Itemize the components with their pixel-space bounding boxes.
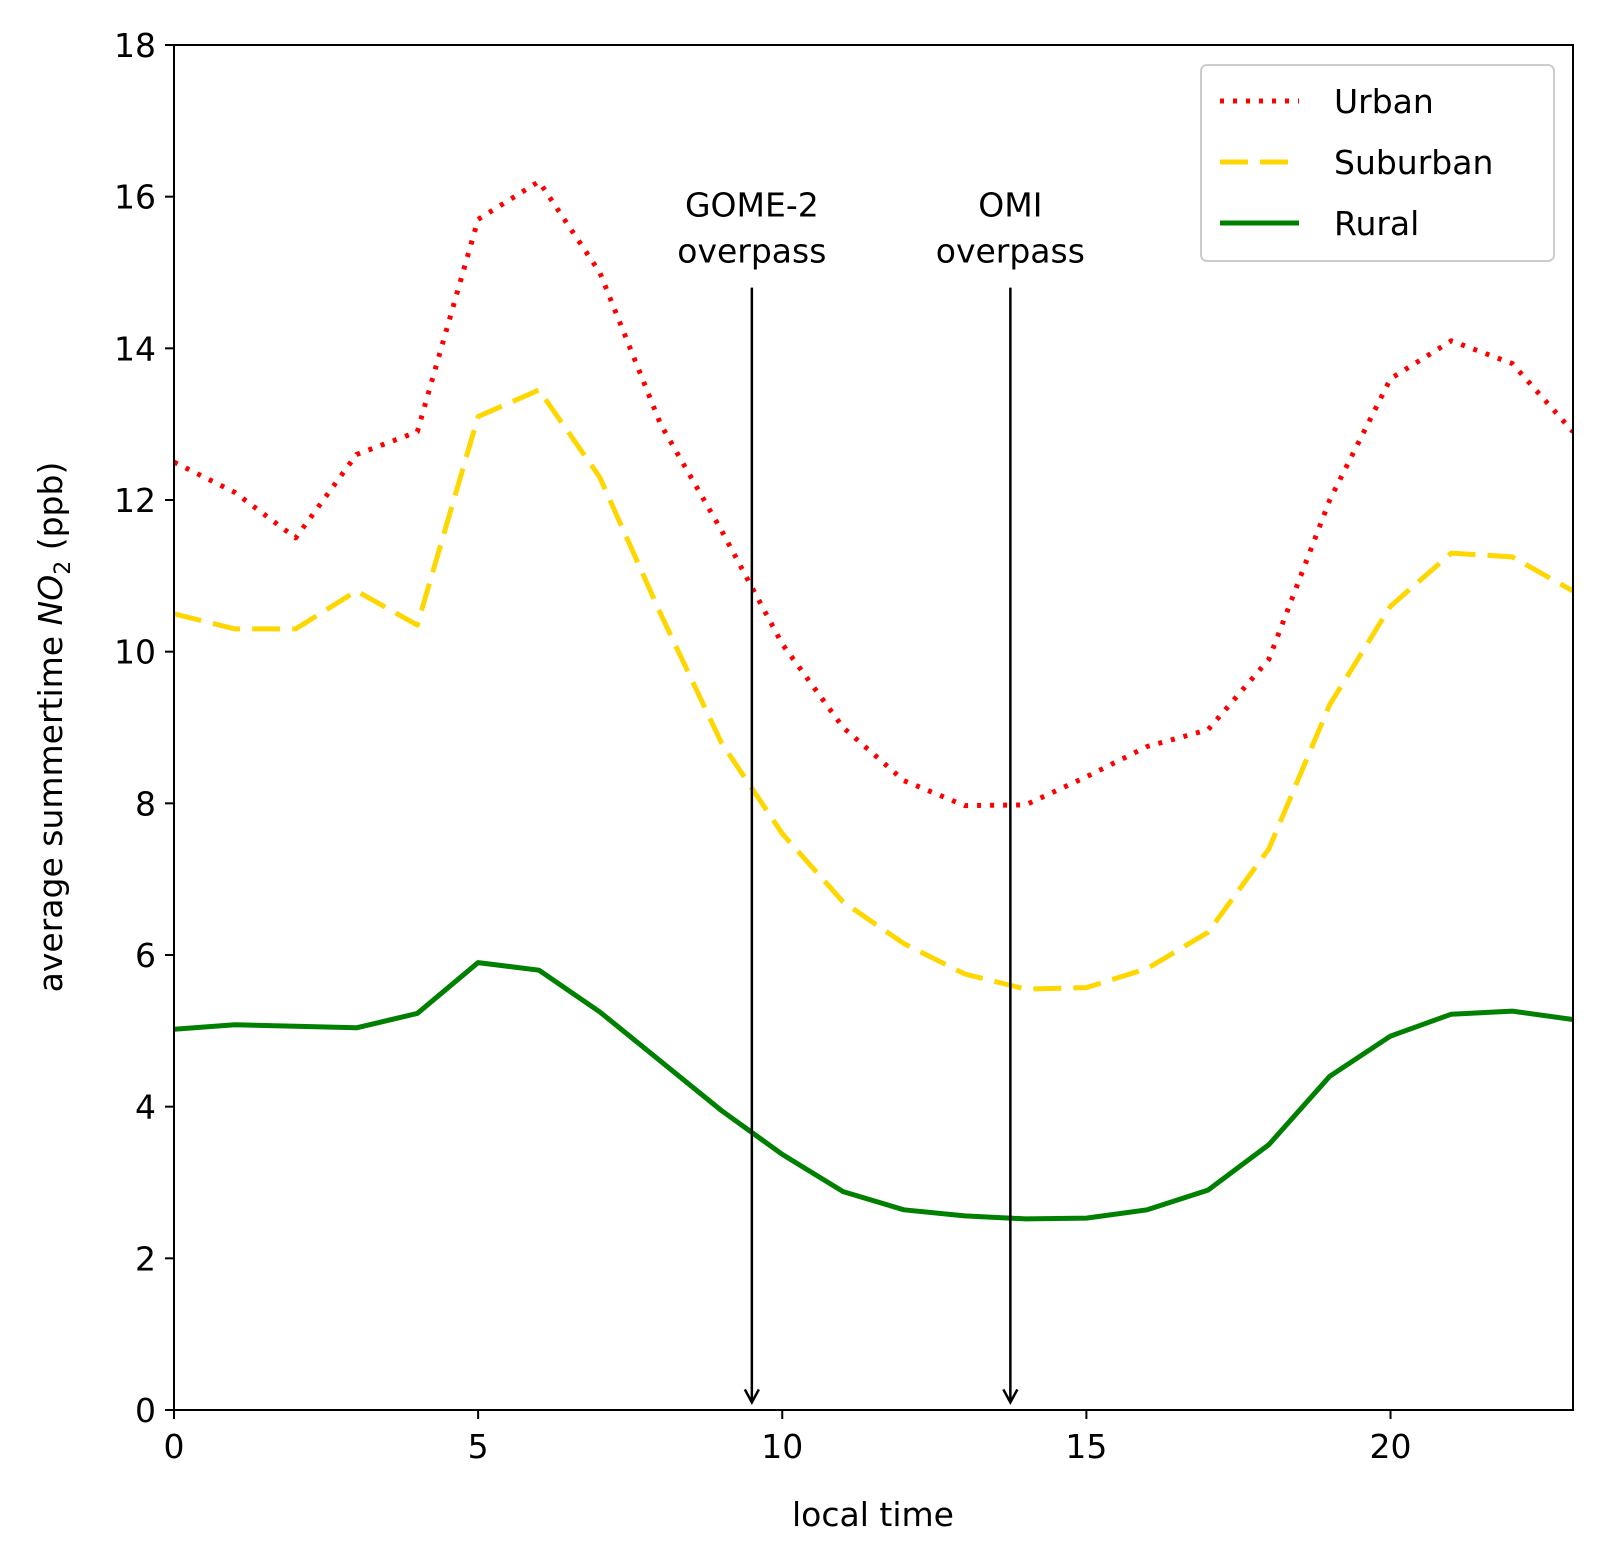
y-axis-label-prefix: average summertime (31, 625, 70, 992)
y-tick-label: 8 (135, 784, 156, 823)
y-axis-label-suffix: (ppb) (31, 462, 70, 561)
x-tick-label: 0 (164, 1427, 185, 1466)
legend-label-urban: Urban (1334, 82, 1434, 121)
y-tick-label: 10 (114, 633, 156, 672)
x-axis-label: local time (792, 1495, 954, 1534)
y-axis-label-subscript: 2 (51, 561, 76, 575)
y-tick-label: 0 (135, 1391, 156, 1430)
y-axis-label: average summertime NO2 (ppb) (31, 462, 76, 993)
y-tick-label: 4 (135, 1088, 156, 1127)
series-line-suburban (174, 387, 1573, 992)
y-axis-label-species: NO (31, 575, 70, 626)
x-axis: 0 5 10 15 20 (164, 1410, 1412, 1466)
legend-label-rural: Rural (1334, 204, 1419, 243)
y-tick-label: 16 (114, 178, 156, 217)
y-tick-label: 14 (114, 329, 156, 368)
x-tick-label: 15 (1065, 1427, 1107, 1466)
annotation-label-gome-2: GOME-2 (685, 186, 819, 225)
plot-area-frame (173, 44, 1574, 1411)
overpass-arrowhead-omi (1002, 1388, 1019, 1406)
x-tick-label: 20 (1370, 1427, 1412, 1466)
annotation-layer: GOME-2 overpass OMI overpass (677, 186, 1085, 1406)
legend-frame (1200, 64, 1555, 262)
legend-entries: Urban Suburban Rural (1220, 82, 1493, 243)
x-tick-label: 10 (761, 1427, 803, 1466)
overpass-arrowhead-gome-2 (743, 1388, 760, 1406)
annotation-sublabel-omi: overpass (936, 232, 1085, 271)
legend-label-suburban: Suburban (1334, 143, 1493, 182)
legend: Urban Suburban Rural (1200, 64, 1555, 262)
annotation-label-omi: OMI (978, 186, 1042, 225)
series-line-rural (174, 960, 1573, 1222)
series-line-urban (174, 179, 1573, 809)
y-tick-label: 2 (135, 1239, 156, 1278)
y-axis: 0 2 4 6 8 10 12 14 16 18 (114, 26, 174, 1430)
annotation-sublabel-gome-2: overpass (677, 232, 826, 271)
series-layer (174, 179, 1573, 1222)
y-tick-label: 18 (114, 26, 156, 65)
y-tick-label: 12 (114, 481, 156, 520)
x-tick-label: 5 (468, 1427, 489, 1466)
y-tick-label: 6 (135, 936, 156, 975)
